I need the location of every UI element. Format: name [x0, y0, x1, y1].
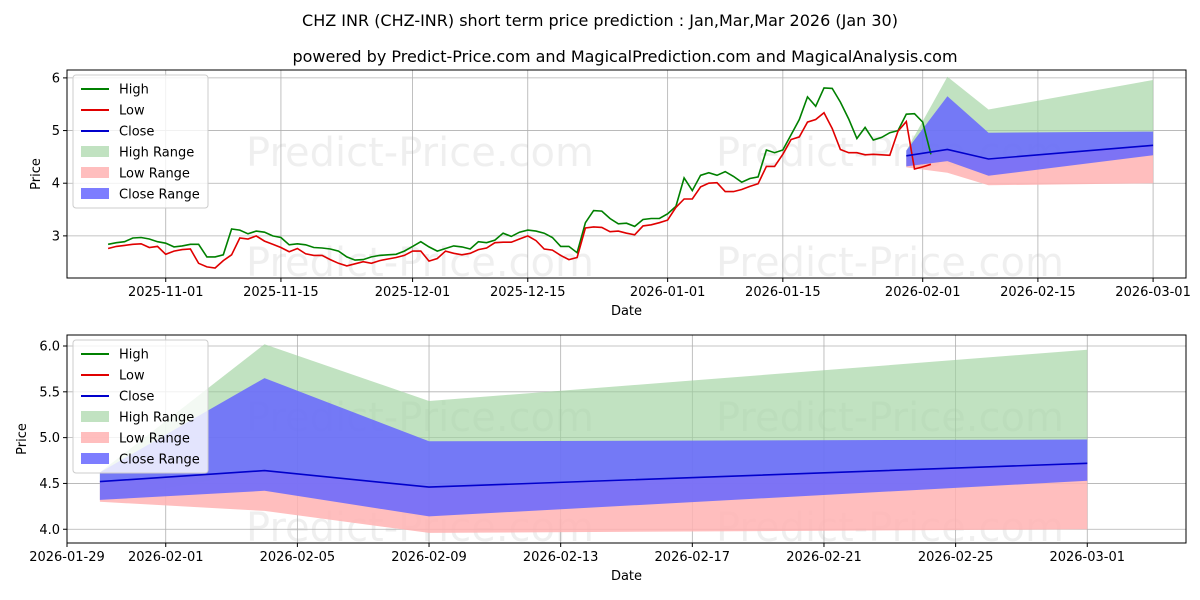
- legend-high-range-label: High Range: [119, 411, 194, 426]
- watermark-text: Predict-Price.com: [716, 240, 1064, 286]
- low-series-line: [107, 111, 932, 269]
- legend-close-range-swatch: [81, 453, 109, 464]
- x-tick-label: 2026-02-09: [391, 550, 467, 565]
- x-tick-label: 2026-01-29: [29, 550, 105, 565]
- x-tick-label: 2026-01-15: [745, 285, 821, 300]
- y-tick-label: 4: [52, 177, 60, 192]
- legend-low-label: Low: [119, 369, 145, 384]
- legend-low-label: Low: [119, 104, 145, 119]
- chart-title: CHZ INR (CHZ-INR) short term price predi…: [302, 11, 898, 30]
- y-tick-label: 5.0: [39, 431, 60, 446]
- legend-high-range-swatch: [81, 411, 109, 422]
- y-axis-label: Price: [29, 158, 44, 190]
- legend-close-label: Close: [119, 125, 154, 140]
- plot-frame: [66, 69, 1187, 279]
- x-tick-label: 2026-03-01: [1115, 285, 1191, 300]
- x-tick-label: 2026-01-01: [630, 285, 706, 300]
- x-tick-label: 2026-02-15: [1000, 285, 1076, 300]
- close-series-line: [99, 462, 1088, 488]
- x-tick-label: 2025-12-15: [490, 285, 566, 300]
- x-tick-label: 2026-02-17: [655, 550, 731, 565]
- y-tick-label: 3: [52, 229, 60, 244]
- x-tick-label: 2026-02-25: [918, 550, 994, 565]
- top-chart-panel: Predict-Price.com Predict-Price.comPredic…: [29, 69, 1191, 319]
- x-tick-label: 2026-02-21: [786, 550, 862, 565]
- chart-subtitle: powered by Predict-Price.com and Magical…: [292, 47, 957, 66]
- y-axis-label: Price: [15, 423, 30, 455]
- x-tick-label: 2025-11-15: [243, 285, 319, 300]
- high-series-line: [107, 87, 932, 261]
- legend-low-range-swatch: [81, 167, 109, 178]
- x-tick-label: 2026-03-01: [1049, 550, 1125, 565]
- legend-close-range-label: Close Range: [119, 188, 200, 203]
- legend-high-label: High: [119, 348, 149, 363]
- x-tick-label: 2025-12-01: [375, 285, 451, 300]
- y-tick-label: 6.0: [39, 339, 60, 354]
- x-tick-label: 2026-02-05: [260, 550, 336, 565]
- plot-area: [99, 344, 1088, 533]
- legend: High Low Close High Range Low Range Close Ran…: [72, 339, 209, 474]
- watermark-text: Predict-Price.com: [246, 130, 594, 176]
- legend-close-range-label: Close Range: [119, 453, 200, 468]
- legend-high-label: High: [119, 83, 149, 98]
- legend: High Low Close High Range Low Range Close Ran…: [72, 74, 209, 209]
- legend-high-range-swatch: [81, 146, 109, 157]
- y-tick-label: 4.0: [39, 523, 60, 538]
- legend-high-range-label: High Range: [119, 146, 194, 161]
- y-tick-label: 4.5: [39, 477, 60, 492]
- legend-close-label: Close: [119, 390, 154, 405]
- x-axis-label: Date: [611, 304, 642, 319]
- legend-low-range-label: Low Range: [119, 432, 190, 447]
- x-axis-label: Date: [611, 569, 642, 584]
- y-tick-label: 5.5: [39, 385, 60, 400]
- x-tick-label: 2026-02-01: [128, 550, 204, 565]
- legend-low-range-label: Low Range: [119, 167, 190, 182]
- close-range-band: [906, 96, 1154, 176]
- bottom-chart-panel: Predict-Price.comPredict-Price.comPredic…: [15, 334, 1187, 584]
- x-tick-label: 2026-02-01: [885, 285, 961, 300]
- legend-low-range-swatch: [81, 432, 109, 443]
- legend-close-range-swatch: [81, 188, 109, 199]
- close-range-band: [99, 378, 1088, 517]
- x-tick-label: 2025-11-01: [128, 285, 204, 300]
- plot-frame: [66, 334, 1187, 544]
- y-tick-label: 5: [52, 124, 60, 139]
- x-tick-label: 2026-02-13: [523, 550, 599, 565]
- close-series-line: [906, 144, 1154, 160]
- plot-area: [107, 76, 1154, 269]
- y-tick-label: 6: [52, 71, 60, 86]
